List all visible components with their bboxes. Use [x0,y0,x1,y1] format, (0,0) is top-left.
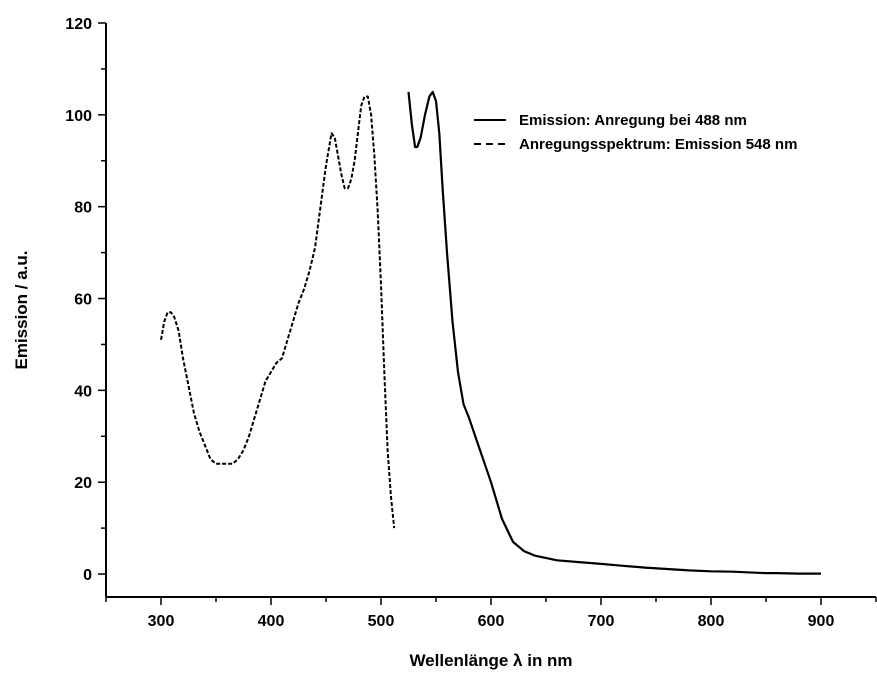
legend-label-excitation: Anregungsspektrum: Emission 548 nm [519,136,797,153]
x-tick-label: 900 [808,613,835,630]
x-tick-label: 400 [258,613,285,630]
y-tick-label: 20 [74,475,92,492]
y-axis-title: Emission / a.u. [12,250,31,369]
series-line-excitation [161,97,394,529]
y-tick-label: 120 [65,16,92,33]
x-tick-label: 300 [148,613,175,630]
x-axis-title: Wellenlänge λ in nm [409,651,572,670]
legend: Emission: Anregung bei 488 nm Anregungss… [474,112,797,153]
x-tick-label: 600 [478,613,505,630]
y-tick-label: 0 [83,567,92,584]
y-tick-label: 100 [65,108,92,125]
series [161,92,821,574]
x-tick-label: 800 [698,613,725,630]
y-tick-label: 40 [74,383,92,400]
legend-label-emission: Emission: Anregung bei 488 nm [519,112,747,129]
ticks: 300 400 500 600 700 800 900 0 20 40 60 80 100 120 [65,16,876,630]
y-tick-label: 60 [74,292,92,309]
series-line-emission [409,92,822,574]
axes [106,23,876,597]
x-tick-label: 500 [368,613,395,630]
y-tick-label: 80 [74,200,92,217]
x-tick-label: 700 [588,613,615,630]
